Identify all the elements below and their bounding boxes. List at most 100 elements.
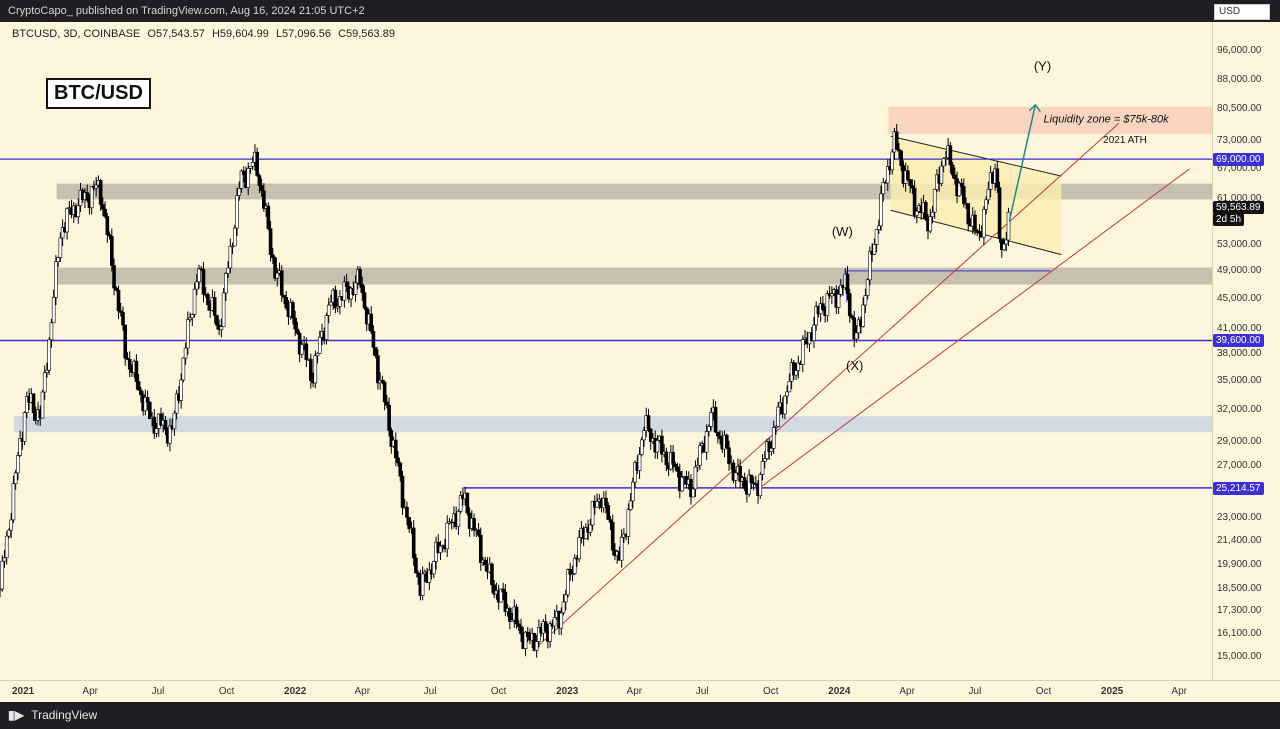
candle-body xyxy=(13,472,18,484)
candle-body xyxy=(610,521,615,551)
candle-body xyxy=(854,332,859,340)
candle-body xyxy=(908,179,912,186)
candle-body xyxy=(60,227,65,239)
candle-body xyxy=(438,545,443,553)
candle-body xyxy=(382,381,387,403)
candle-body xyxy=(239,170,244,189)
candle-body xyxy=(584,527,588,540)
price-tick: 61,000.00 xyxy=(1217,193,1262,205)
time-tick: Apr xyxy=(82,686,98,697)
low-value: L57,096.56 xyxy=(275,28,331,40)
candle-body xyxy=(192,288,197,315)
candle-body xyxy=(673,463,678,468)
candle-body xyxy=(405,506,409,518)
candle-body xyxy=(266,205,271,229)
price-tick: 67,000.00 xyxy=(1217,162,1262,174)
chart-svg[interactable]: 2021 ATH Liquidity zone = $75k-80k (Y) (W) (… xyxy=(0,22,1212,680)
candle-body xyxy=(134,360,139,382)
candle-body xyxy=(874,229,879,245)
candle-body xyxy=(885,166,890,184)
candle-body xyxy=(865,279,870,296)
candle-body xyxy=(219,326,224,331)
candle-body xyxy=(785,391,789,397)
candle-body xyxy=(570,573,575,575)
candle-body xyxy=(326,304,331,316)
candle-body xyxy=(51,297,56,324)
candle-body xyxy=(868,250,872,281)
candle-body xyxy=(358,269,362,285)
candle-body xyxy=(760,461,765,475)
candle-body xyxy=(369,313,374,332)
price-axis[interactable]: 96,000.00 88,000.00 80,500.00 73,000.00 67,0… xyxy=(1212,22,1271,680)
candle-body xyxy=(456,511,461,527)
time-tick: Oct xyxy=(218,686,235,697)
candle-body xyxy=(508,608,512,622)
time-axis[interactable]: 2021 Apr Jul Oct 2022 Apr Jul Oct 2023 Apr Jul Oct 2… xyxy=(0,680,1280,703)
candle-body xyxy=(762,458,767,462)
candle-body xyxy=(179,379,183,401)
candle-body xyxy=(259,185,264,191)
tradingview-brand: TradingView xyxy=(31,708,98,722)
candle-body xyxy=(660,435,664,455)
candle-body xyxy=(982,208,986,238)
chart-title: BTC/USD xyxy=(46,78,151,109)
candle-body xyxy=(235,195,239,229)
chart-area[interactable]: 2021 ATH Liquidity zone = $75k-80k (Y) (W) (… xyxy=(0,22,1212,680)
candle-body xyxy=(830,293,834,297)
top-bar: CryptoCapo_ published on TradingView.com… xyxy=(0,0,1280,22)
candle-body xyxy=(845,273,850,294)
candle-body xyxy=(490,563,494,586)
candle-body xyxy=(416,572,420,578)
candle-body xyxy=(315,353,320,357)
candle-body xyxy=(850,315,854,319)
ath-price-tag: 69,000.00 xyxy=(1213,153,1264,167)
wave-w-label: (W) xyxy=(832,224,853,239)
candle-body xyxy=(783,395,787,415)
currency-selector[interactable]: USD xyxy=(1214,4,1270,20)
candle-body xyxy=(114,287,119,291)
candle-body xyxy=(125,357,130,360)
price-tick: 73,000.00 xyxy=(1217,134,1262,146)
candle-body xyxy=(863,295,868,306)
candle-body xyxy=(329,301,333,306)
candle-body xyxy=(389,430,394,447)
candle-body xyxy=(941,158,946,167)
zone-1 xyxy=(56,267,1212,285)
candle-body xyxy=(733,472,738,481)
ath-label: 2021 ATH xyxy=(1103,135,1147,146)
candle-body xyxy=(246,168,251,188)
candle-body xyxy=(201,269,206,295)
candle-body xyxy=(360,284,365,293)
candle-body xyxy=(751,482,756,484)
candle-body xyxy=(499,588,503,603)
time-tick: 2023 xyxy=(556,686,579,697)
candle-body xyxy=(226,267,230,274)
candle-body xyxy=(543,621,548,632)
candle-body xyxy=(738,465,742,482)
candle-body xyxy=(262,190,266,209)
candle-body xyxy=(139,389,143,396)
channel-fill xyxy=(890,136,1062,255)
price-tick: 19,900.00 xyxy=(1217,559,1262,571)
candle-body xyxy=(427,569,432,583)
time-tick: Apr xyxy=(1171,686,1187,697)
candle-body xyxy=(825,293,830,316)
price-tick: 38,000.00 xyxy=(1217,347,1262,359)
candle-body xyxy=(691,488,696,498)
candle-body xyxy=(749,474,754,483)
candle-body xyxy=(56,257,60,262)
candle-body xyxy=(152,416,157,434)
candle-body xyxy=(966,203,971,225)
candle-body xyxy=(398,462,403,477)
candle-body xyxy=(890,151,895,171)
candle-body xyxy=(503,591,508,612)
price-tick: 45,000.00 xyxy=(1217,292,1262,304)
wave-x-label: (X) xyxy=(846,358,863,373)
price-tick: 96,000.00 xyxy=(1217,45,1262,57)
candle-body xyxy=(154,428,159,434)
time-tick: Jul xyxy=(423,686,437,697)
candle-body xyxy=(7,529,11,537)
last-price-tag: 59,563.89 xyxy=(1213,201,1264,215)
price-tick: 49,000.00 xyxy=(1217,264,1262,276)
candle-body xyxy=(40,391,45,419)
